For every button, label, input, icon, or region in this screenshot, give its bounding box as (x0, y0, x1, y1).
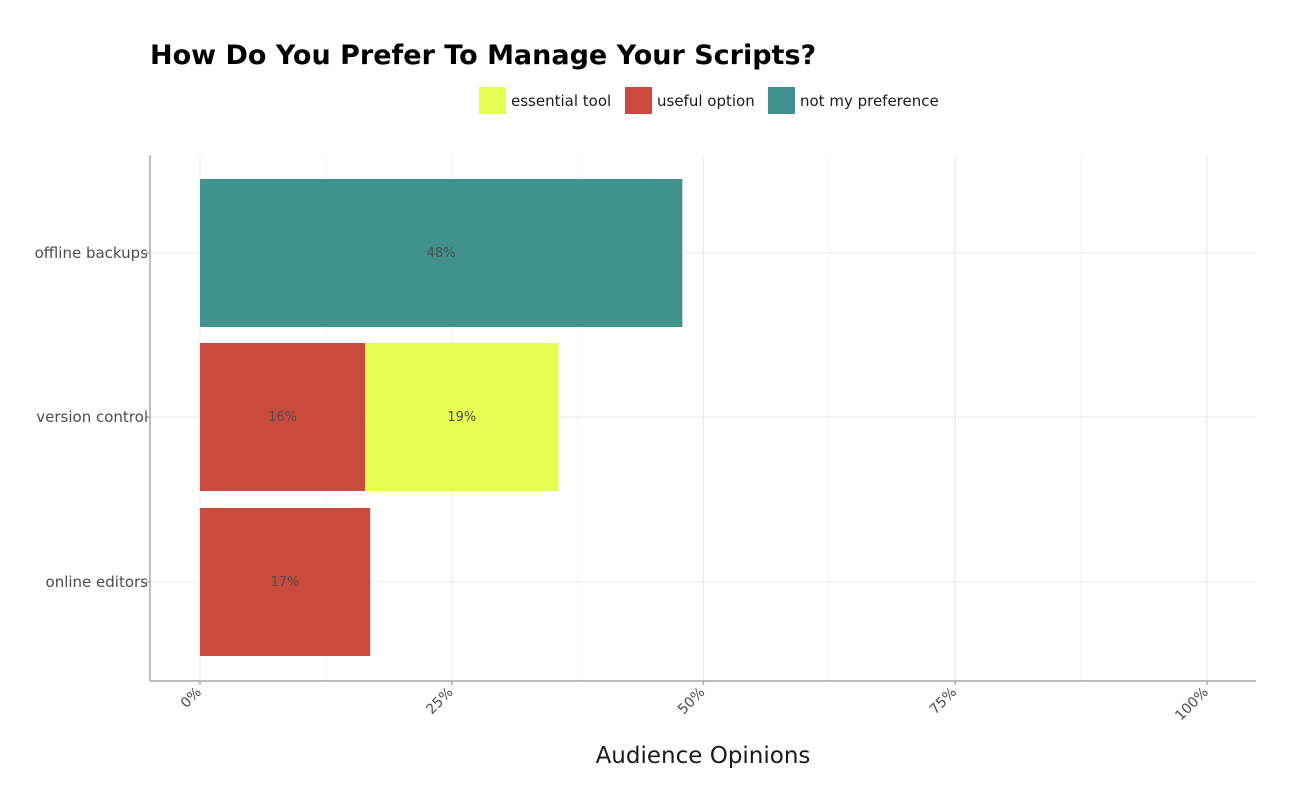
chart-title: How Do You Prefer To Manage Your Scripts… (150, 40, 816, 71)
x-tick-label: 25% (423, 685, 456, 718)
y-tick-label: offline backups (35, 244, 149, 262)
y-tick-label: online editors (46, 573, 149, 591)
axes (146, 155, 1256, 685)
bar-value-label: 48% (427, 246, 456, 261)
x-tick-label: 0% (178, 685, 205, 712)
legend: essential tool useful option not my prefer… (479, 87, 939, 114)
legend-label: not my preference (800, 92, 939, 110)
x-tick-labels: 0% 25% 50% 75% 100% (178, 685, 1212, 725)
bar-labels: 48% 16% 19% 17% (268, 246, 476, 590)
y-tick-label: version control (36, 408, 148, 426)
bar-value-label: 19% (447, 410, 476, 425)
bar-useful-option-version-control (200, 343, 366, 491)
bars (200, 179, 683, 656)
x-tick-label: 100% (1172, 685, 1212, 725)
bar-not-my-preference-offline-backups (200, 179, 683, 327)
legend-key-useful-option (625, 87, 652, 114)
legend-key-not-my-preference (768, 87, 795, 114)
legend-label: useful option (657, 92, 755, 110)
bar-essential-tool-version-control (365, 343, 559, 491)
x-tick-label: 50% (675, 685, 708, 718)
y-tick-labels: offline backups version control online edi… (35, 244, 149, 591)
bar-useful-option-online-editors (200, 508, 371, 656)
x-tick-label: 75% (927, 685, 960, 718)
x-axis-title: Audience Opinions (596, 743, 811, 769)
legend-label: essential tool (511, 92, 611, 110)
bar-value-label: 17% (271, 575, 300, 590)
legend-key-essential-tool (479, 87, 506, 114)
bar-value-label: 16% (268, 410, 297, 425)
